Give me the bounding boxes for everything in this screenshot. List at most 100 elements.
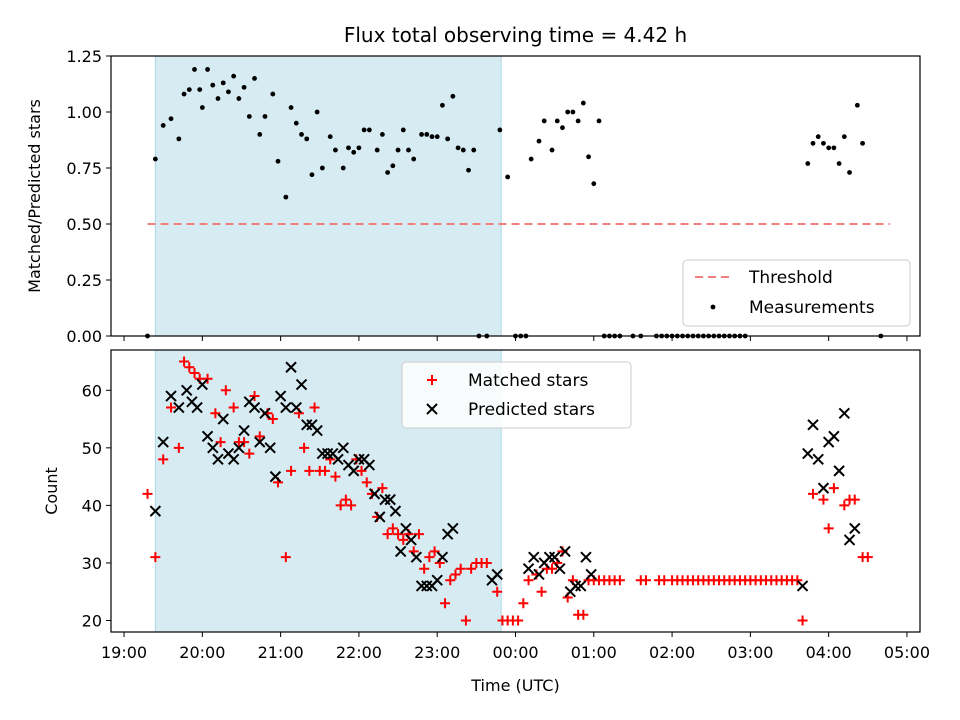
predicted-star-point [389,505,402,517]
matched-star-point [419,563,430,574]
x-tick-label: 19:00 [101,643,147,662]
matched-star-point [440,598,451,609]
matched-star-point [614,575,625,586]
top-y-tick-label: 0.75 [66,159,102,178]
bottom-y-tick-label: 60 [82,381,102,400]
measurement-point [805,161,811,166]
measurement-point [586,154,591,160]
predicted-star-point [431,574,443,586]
predicted-star-point [548,551,561,563]
measurement-point [275,158,281,164]
predicted-star-point [332,453,344,466]
measurement-point [319,165,325,171]
measurement-point [346,145,351,151]
matched-star-point [189,368,200,379]
matched-star-point [455,563,466,574]
matched-star-point [424,552,435,563]
measurement-point [821,140,826,146]
matched-star-point [210,408,221,419]
predicted-star-point [280,401,292,414]
matched-star-point [166,402,177,413]
matched-star-point [340,494,351,505]
predicted-star-point [227,453,240,466]
measurement-point [262,114,268,119]
predicted-star-point [295,378,308,391]
measurement-point [406,147,411,153]
measurement-point [288,105,294,110]
measurement-point [186,87,192,92]
matched-star-point [387,523,398,534]
measurement-point [450,93,456,99]
bottom-y-tick-label: 30 [82,554,102,573]
top-legend-box [682,259,911,327]
predicted-star-point [269,470,282,483]
measurement-point [199,105,205,110]
measurement-point [815,134,821,140]
matched-star-point [267,414,278,425]
measurement-point [565,109,571,115]
measurement-point [299,132,304,137]
top-y-tick-label: 0.00 [66,327,102,346]
legend-predicted-label: Predicted stars [468,400,595,420]
predicted-star-point [543,551,556,563]
measurement-point [831,145,837,151]
predicted-star-point [580,551,592,563]
measurement-point [596,118,602,124]
predicted-star-point [849,522,861,535]
predicted-star-point [833,465,845,477]
predicted-star-point [585,568,597,581]
predicted-star-point [838,407,851,420]
predicted-star-point [201,430,214,443]
matched-star-point [797,615,808,626]
matched-star-point [335,500,346,511]
matched-star-point [466,563,477,574]
predicted-star-point [212,453,224,466]
predicted-star-point [311,424,323,437]
predicted-star-point [254,436,266,448]
bottom-y-axis-label: Count [42,467,61,515]
matched-star-point [220,385,231,396]
measurement-point [351,149,357,155]
matched-star-point [304,465,315,476]
matched-star-point [429,546,440,557]
matched-star-point [518,598,529,609]
measurement-point [220,80,226,86]
measurement-point [333,147,338,153]
measurement-point [366,127,372,133]
matched-star-point [839,500,850,511]
predicted-star-point [421,580,433,592]
predicted-star-point [207,442,219,454]
measurement-point [374,147,380,153]
predicted-star-point [233,442,245,454]
predicted-star-point [400,522,412,535]
predicted-star-point [569,580,582,592]
measurement-point [455,145,461,151]
matched-star-point [299,442,310,453]
predicted-star-point [522,562,535,575]
predicted-star-point [165,390,177,402]
matched-star-point [239,437,250,448]
measurement-point [466,167,471,173]
predicted-star-point [533,568,545,581]
matched-star-point [460,615,471,626]
measurement-point [152,156,158,162]
matched-star-point [173,442,184,453]
measurement-point [270,91,276,97]
bottom-y-tick-label: 20 [82,611,102,630]
predicted-star-point [843,534,856,546]
matched-star-point [578,609,589,620]
predicted-star-point [447,522,459,535]
predicted-star-point [363,459,376,471]
x-axis-label: Time (UTC) [470,676,559,695]
predicted-star-point [374,511,386,523]
top-shaded-span [154,55,502,337]
x-tick-label: 20:00 [179,643,225,662]
matched-star-point [536,586,547,597]
measurement-point [380,132,385,137]
x-tick-label: 04:00 [806,643,852,662]
legend-matched-label: Matched stars [468,371,588,391]
predicted-star-point [807,419,819,431]
predicted-star-point [491,568,503,581]
matched-star-point [158,454,169,465]
predicted-star-point [817,482,830,494]
